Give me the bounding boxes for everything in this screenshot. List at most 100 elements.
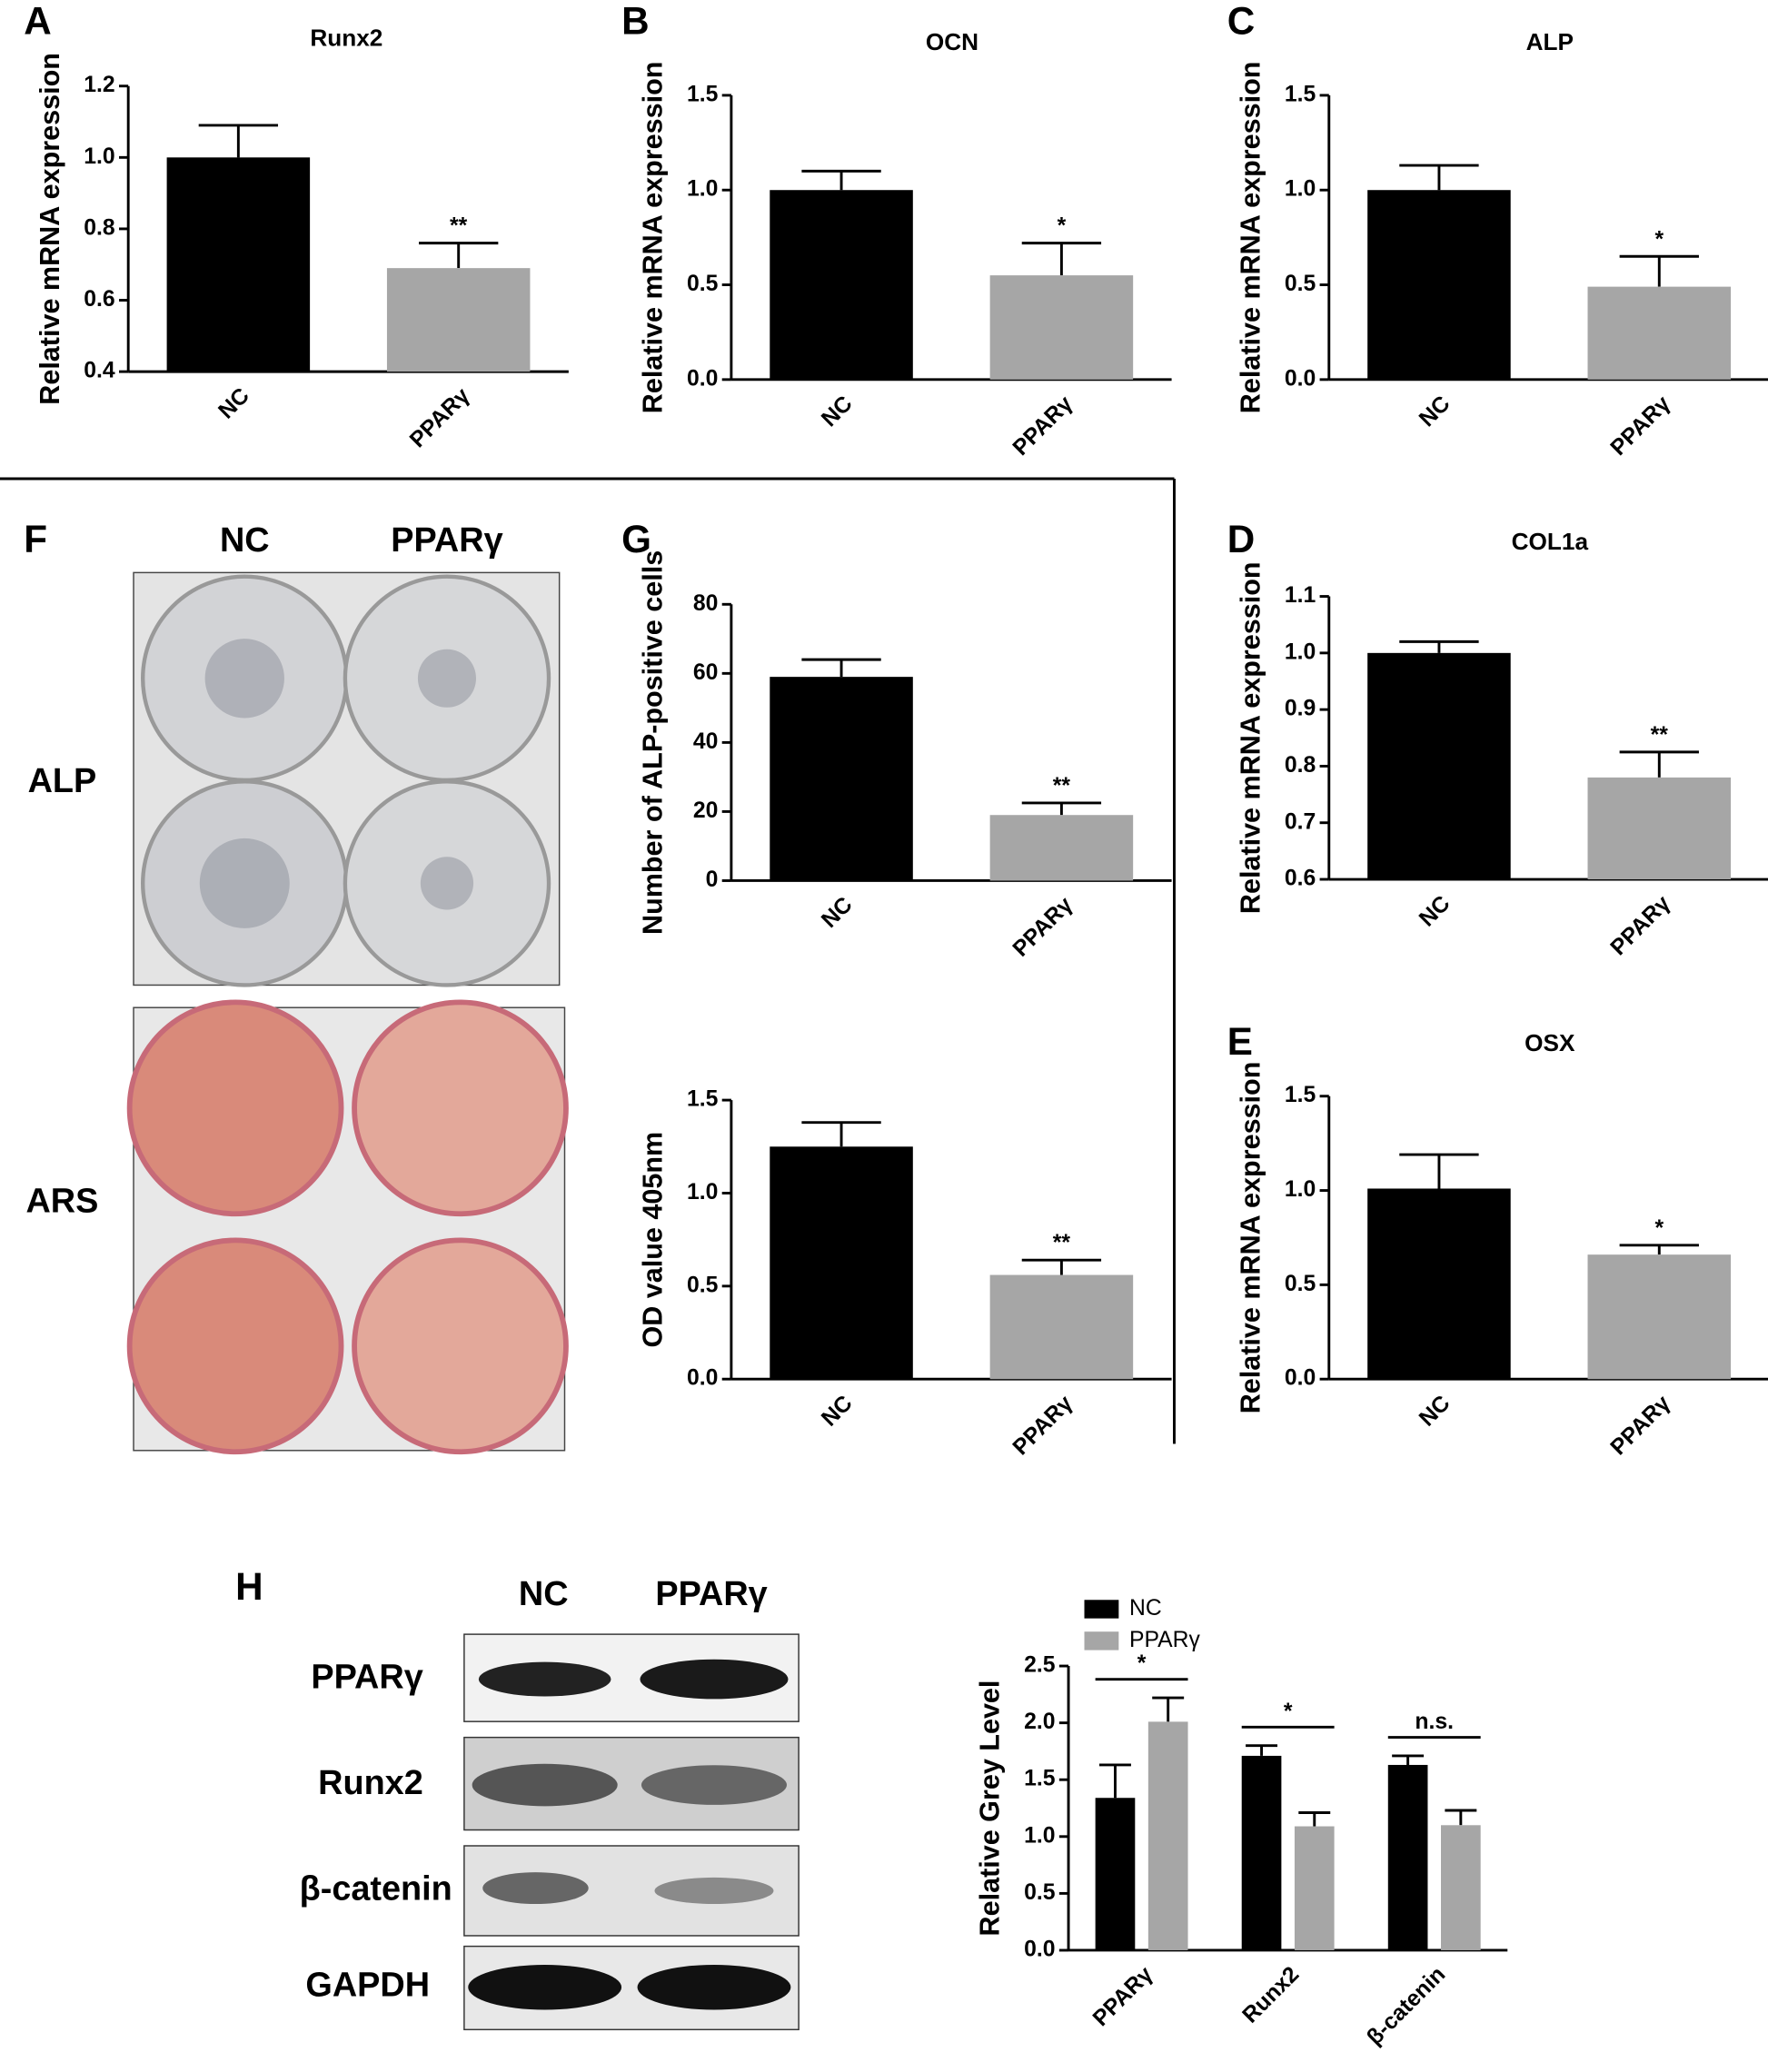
row-label: ARS [25, 1183, 98, 1221]
significance: * [1058, 214, 1067, 239]
bar [1387, 1764, 1428, 1950]
bar [386, 268, 531, 372]
chart-title: Runx2 [310, 25, 382, 52]
y-axis-title: Relative mRNA expression [1235, 62, 1266, 414]
error-bar [1619, 1244, 1699, 1255]
error-bar [1298, 1811, 1331, 1827]
y-tick-label: 0.5 [1024, 1880, 1056, 1905]
significance: ** [450, 214, 468, 239]
row-label: GAPDH [305, 1967, 430, 2005]
error-bar [1619, 750, 1699, 778]
row-label: Runx2 [318, 1764, 423, 1802]
x-tick-label: β-catenin [1362, 1962, 1450, 2050]
chart-title: OSX [1525, 1029, 1575, 1056]
row-label: PPARγ [311, 1659, 422, 1697]
bar [989, 1274, 1134, 1380]
legend-swatch [1084, 1600, 1119, 1619]
y-tick-label: 0.6 [1285, 867, 1316, 891]
y-tick-label: 1.1 [1285, 583, 1316, 608]
error-bar [1099, 1763, 1131, 1799]
column-label: PPARγ [391, 521, 502, 560]
bar [1294, 1826, 1335, 1950]
error-bar [1021, 801, 1102, 816]
bar [1367, 190, 1511, 380]
chart-title: COL1a [1512, 528, 1589, 555]
bar [770, 190, 913, 380]
ars-photo [126, 999, 569, 1455]
y-axis-title: Relative mRNA expression [35, 53, 65, 405]
significance: * [1654, 1216, 1664, 1241]
y-axis-title: Relative Grey Level [975, 1680, 1006, 1937]
y-tick-label: 0.9 [1285, 697, 1316, 721]
y-tick-label: 0.0 [1024, 1938, 1055, 1962]
y-tick-label: 0.0 [1285, 366, 1316, 391]
panel-letter: B [621, 0, 649, 42]
column-label: NC [220, 521, 270, 560]
y-tick-label: 2.5 [1024, 1653, 1056, 1678]
y-tick-label: 1.5 [1285, 82, 1316, 106]
bar [1367, 652, 1511, 880]
x-tick-label: NC [1415, 392, 1455, 431]
y-tick-label: 1.0 [687, 177, 718, 202]
x-tick-label: PPARγ [1606, 891, 1675, 960]
panel-letter: E [1227, 1020, 1253, 1063]
error-bar [1021, 242, 1102, 276]
y-tick-label: 0 [706, 867, 719, 892]
x-tick-label: NC [817, 892, 857, 932]
x-tick-label: NC [1415, 1391, 1455, 1431]
y-tick-label: 1.0 [1024, 1823, 1055, 1848]
error-bar [801, 169, 881, 191]
error-bar [198, 124, 279, 158]
error-bar [1152, 1696, 1185, 1722]
panel-letter: A [24, 0, 51, 42]
row-label: β-catenin [300, 1869, 452, 1908]
panel-letter: H [235, 1565, 263, 1608]
y-tick-label: 1.5 [1285, 1083, 1316, 1107]
x-tick-label: NC [817, 1391, 857, 1431]
y-tick-label: 0.0 [687, 1366, 718, 1391]
error-bar [1246, 1744, 1278, 1756]
panel-letter: F [24, 518, 47, 560]
blot [463, 1633, 800, 2031]
y-tick-label: 0.8 [84, 215, 114, 240]
y-tick-label: 1.0 [1285, 177, 1316, 202]
alp-photo [133, 571, 561, 987]
y-axis-title: Relative mRNA expression [1235, 1062, 1266, 1414]
y-tick-label: 0.8 [1285, 753, 1316, 778]
chart-title: ALP [1526, 28, 1574, 55]
column-label: PPARγ [655, 1575, 767, 1613]
y-tick-label: 1.0 [1285, 639, 1316, 664]
y-tick-label: 1.5 [687, 1087, 719, 1112]
significance: ** [1651, 723, 1669, 748]
x-tick-label: PPARγ [1606, 1391, 1675, 1460]
legend-swatch [1084, 1631, 1119, 1651]
significance: ** [1053, 774, 1071, 798]
panel-letter: G [621, 518, 651, 560]
y-tick-label: 1.0 [84, 144, 114, 169]
x-tick-label: PPARγ [1008, 1391, 1078, 1460]
significance: * [1137, 1651, 1147, 1676]
bar [1095, 1798, 1136, 1950]
error-bar [1392, 1754, 1425, 1765]
y-axis-title: Number of ALP-positive cells [638, 550, 669, 935]
bar [1587, 286, 1732, 380]
bar [1241, 1755, 1282, 1950]
y-tick-label: 0.5 [687, 1273, 719, 1297]
significance: ** [1053, 1231, 1071, 1255]
error-bar [1021, 1258, 1102, 1275]
x-tick-label: NC [1415, 891, 1455, 931]
column-label: NC [519, 1575, 569, 1613]
error-bar [1399, 639, 1479, 653]
y-tick-label: 0.0 [1285, 1366, 1316, 1391]
legend-label: PPARγ [1129, 1628, 1201, 1652]
error-bar [1399, 1153, 1479, 1189]
error-bar [1445, 1809, 1477, 1826]
y-axis-title: OD value 405nm [638, 1132, 669, 1348]
bar [770, 1146, 913, 1380]
bar [1147, 1721, 1188, 1950]
error-bar [419, 242, 499, 269]
y-tick-label: 0.5 [1285, 272, 1316, 296]
y-tick-label: 0.5 [687, 272, 719, 296]
x-tick-label: Runx2 [1238, 1962, 1305, 2028]
